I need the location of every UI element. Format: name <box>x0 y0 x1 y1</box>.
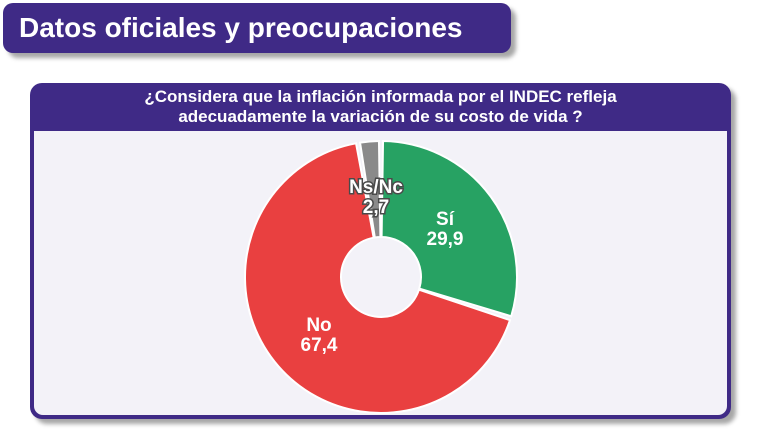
page-title-box: Datos oficiales y preocupaciones <box>3 3 511 53</box>
page-title: Datos oficiales y preocupaciones <box>19 12 463 43</box>
slice-no <box>244 142 512 414</box>
slice-label-0: Sí <box>436 209 455 230</box>
chart-question-line-2: adecuadamente la variación de su costo d… <box>178 107 583 126</box>
slice-value-2: 2,7 <box>363 197 389 218</box>
slice-value-0: 29,9 <box>427 229 464 250</box>
chart-question-line-1: ¿Considera que la inflación informada po… <box>144 87 617 106</box>
slice-nsnc <box>358 140 382 239</box>
slice-label-1: No <box>306 315 331 336</box>
slice-value-1: 67,4 <box>301 335 338 356</box>
slice-s <box>380 139 518 318</box>
chart-question: ¿Considera que la inflación informada po… <box>30 87 731 127</box>
slice-label-2: Ns/Nc <box>349 177 403 198</box>
